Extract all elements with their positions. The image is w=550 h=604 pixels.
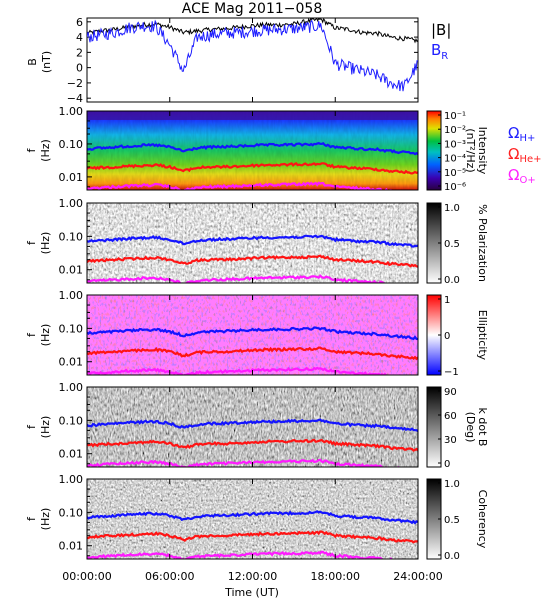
freq-tick-label: 0.01 (59, 448, 84, 461)
spectrogram-panel-polarization: 1.00 0.10 0.01 f (Hz) 1.0 0.5 0.0 % Polarization (25, 197, 489, 286)
gyro-line-o (87, 366, 405, 375)
field-ytick-label: −2 (67, 77, 83, 90)
colorbar-intensity (426, 110, 442, 191)
field-ytick-label: 6 (76, 16, 83, 29)
colorbar-tick-label: 0.0 (444, 275, 460, 286)
colorbar-tick-label: 0 (444, 331, 450, 342)
colorbar-kdotb (426, 386, 442, 468)
time-tick-label: 12:00:00 (228, 570, 277, 583)
freq-tick-label: 0.10 (59, 414, 84, 427)
freq-axis-label: f (25, 240, 38, 245)
freq-tick-label: 0.10 (59, 138, 84, 151)
colorbar-label: k dot B (476, 408, 489, 447)
colorbar-tick-label: 0.5 (444, 515, 460, 526)
freq-tick-label: 0.10 (59, 506, 84, 519)
gyro-line-he (87, 438, 418, 452)
colorbar-tick-label: 10⁻⁶ (444, 182, 466, 193)
x-axis-label: Time (UT) (224, 586, 279, 599)
freq-tick-label: 0.10 (59, 230, 84, 243)
freq-tick-label: 0.10 (59, 322, 84, 335)
freq-tick-label: 0.01 (59, 171, 84, 184)
colorbar-tick-label: 0 (444, 459, 450, 470)
field-ylabel-bottom: (nT) (40, 51, 53, 73)
gyro-legend-item: ΩO+ (508, 166, 536, 186)
colorbar-label: % Polarization (476, 204, 489, 282)
freq-axis-unit: (Hz) (39, 324, 52, 347)
field-ytick-label: −4 (67, 92, 83, 105)
kdotb-heatmap (87, 387, 418, 467)
freq-axis-unit: (Hz) (39, 232, 52, 255)
colorbar-tick-label: 10⁻⁵ (444, 168, 466, 179)
gyro-legend-item: ΩH+ (508, 124, 535, 144)
freq-axis-label: f (25, 516, 38, 521)
spectrogram-panel-ellipticity: 1.00 0.10 0.01 f (Hz) 1 0 −1 Ellipticity (25, 289, 489, 378)
time-tick-label: 24:00:00 (393, 570, 442, 583)
freq-tick-label: 1.00 (59, 289, 84, 302)
colorbar-tick-label: 10⁻² (444, 125, 466, 136)
spectrogram-panel-kdotb: 1.00 0.10 0.01 f (Hz) 90 60 30 0 k dot B(Deg) (25, 381, 489, 470)
freq-tick-label: 1.00 (59, 105, 84, 118)
colorbar-tick-label: 1 (444, 295, 450, 306)
freq-tick-label: 0.01 (59, 356, 84, 369)
freq-tick-label: 1.00 (59, 381, 84, 394)
ellipticity-heatmap (87, 295, 418, 375)
colorbar-label: Coherency (476, 490, 489, 549)
legend-br: BR (431, 41, 448, 62)
time-tick-label: 18:00:00 (311, 570, 360, 583)
colorbar-label: Intensity (476, 127, 489, 175)
colorbar-tick-label: −1 (444, 367, 459, 378)
colorbar-tick-label: 0.0 (444, 551, 460, 562)
colorbar-tick-label: 90 (444, 387, 457, 398)
colorbar-unit: (nT²/Hz) (464, 128, 477, 172)
colorbar-unit: (Deg) (464, 412, 477, 443)
colorbar-tick-label: 1.0 (444, 479, 460, 490)
freq-tick-label: 0.01 (59, 264, 84, 277)
gyro-line-h (87, 326, 418, 341)
field-ylabel-top: B (26, 58, 39, 66)
colorbar-label: Ellipticity (476, 310, 489, 361)
legend-b: |B| (431, 21, 451, 39)
coherency-heatmap (87, 479, 418, 559)
series-b-magnitude (87, 18, 418, 44)
polarization-heatmap (87, 203, 418, 283)
freq-axis-unit: (Hz) (39, 508, 52, 531)
freq-axis-label: f (25, 147, 38, 152)
figure-title: ACE Mag 2011−058 (182, 1, 322, 17)
freq-axis-label: f (25, 424, 38, 429)
freq-tick-label: 0.01 (59, 540, 84, 553)
colorbar-tick-label: 10⁻⁴ (444, 154, 466, 165)
gyro-legend-item: ΩHe+ (508, 145, 542, 165)
gyro-line-h (87, 141, 418, 156)
gyro-line-he (87, 161, 418, 175)
freq-tick-label: 1.00 (59, 197, 84, 210)
colorbar-tick-label: 10⁻³ (444, 139, 466, 150)
spectrogram-panel-coherency: 1.00 0.10 0.01 f (Hz) 1.0 0.5 0.0 Coherency (25, 473, 489, 562)
spectrogram-panel-intensity: 1.00 0.10 0.01 f (Hz) 10⁻¹ 10⁻² 10⁻³ 10⁻⁴ 10⁻⁵ 10⁻… (25, 105, 489, 193)
freq-axis-unit: (Hz) (39, 139, 52, 162)
time-tick-label: 06:00:00 (145, 570, 194, 583)
field-ytick-label: 0 (76, 62, 83, 75)
colorbar-tick-label: 0.5 (444, 239, 460, 250)
gyro-line-he (87, 346, 418, 361)
colorbar-tick-label: 1.0 (444, 203, 460, 214)
time-axis: 00:00:00 06:00:00 12:00:00 18:00:00 24:00:00 (62, 18, 443, 583)
colorbar-tick-label: 10⁻¹ (444, 111, 466, 122)
freq-axis-unit: (Hz) (39, 416, 52, 439)
colorbar-tick-label: 30 (444, 435, 457, 446)
gyro-line-h (87, 418, 418, 433)
series-b-radial (87, 19, 418, 92)
freq-tick-label: 1.00 (59, 473, 84, 486)
gyro-line-he (87, 254, 418, 268)
colorbar-tick-label: 60 (444, 411, 457, 422)
gyro-line-he (87, 530, 418, 544)
field-panel: 6 4 2 0 −2 −4 B (nT) |B| BR (26, 16, 451, 105)
field-ytick-label: 2 (76, 46, 83, 59)
gyro-line-h (87, 510, 418, 525)
freq-axis-label: f (25, 332, 38, 337)
gyro-legend: ΩH+ΩHe+ΩO+ (508, 124, 542, 186)
gyro-line-h (87, 234, 418, 248)
field-ytick-label: 4 (76, 31, 83, 44)
time-tick-label: 00:00:00 (62, 570, 111, 583)
